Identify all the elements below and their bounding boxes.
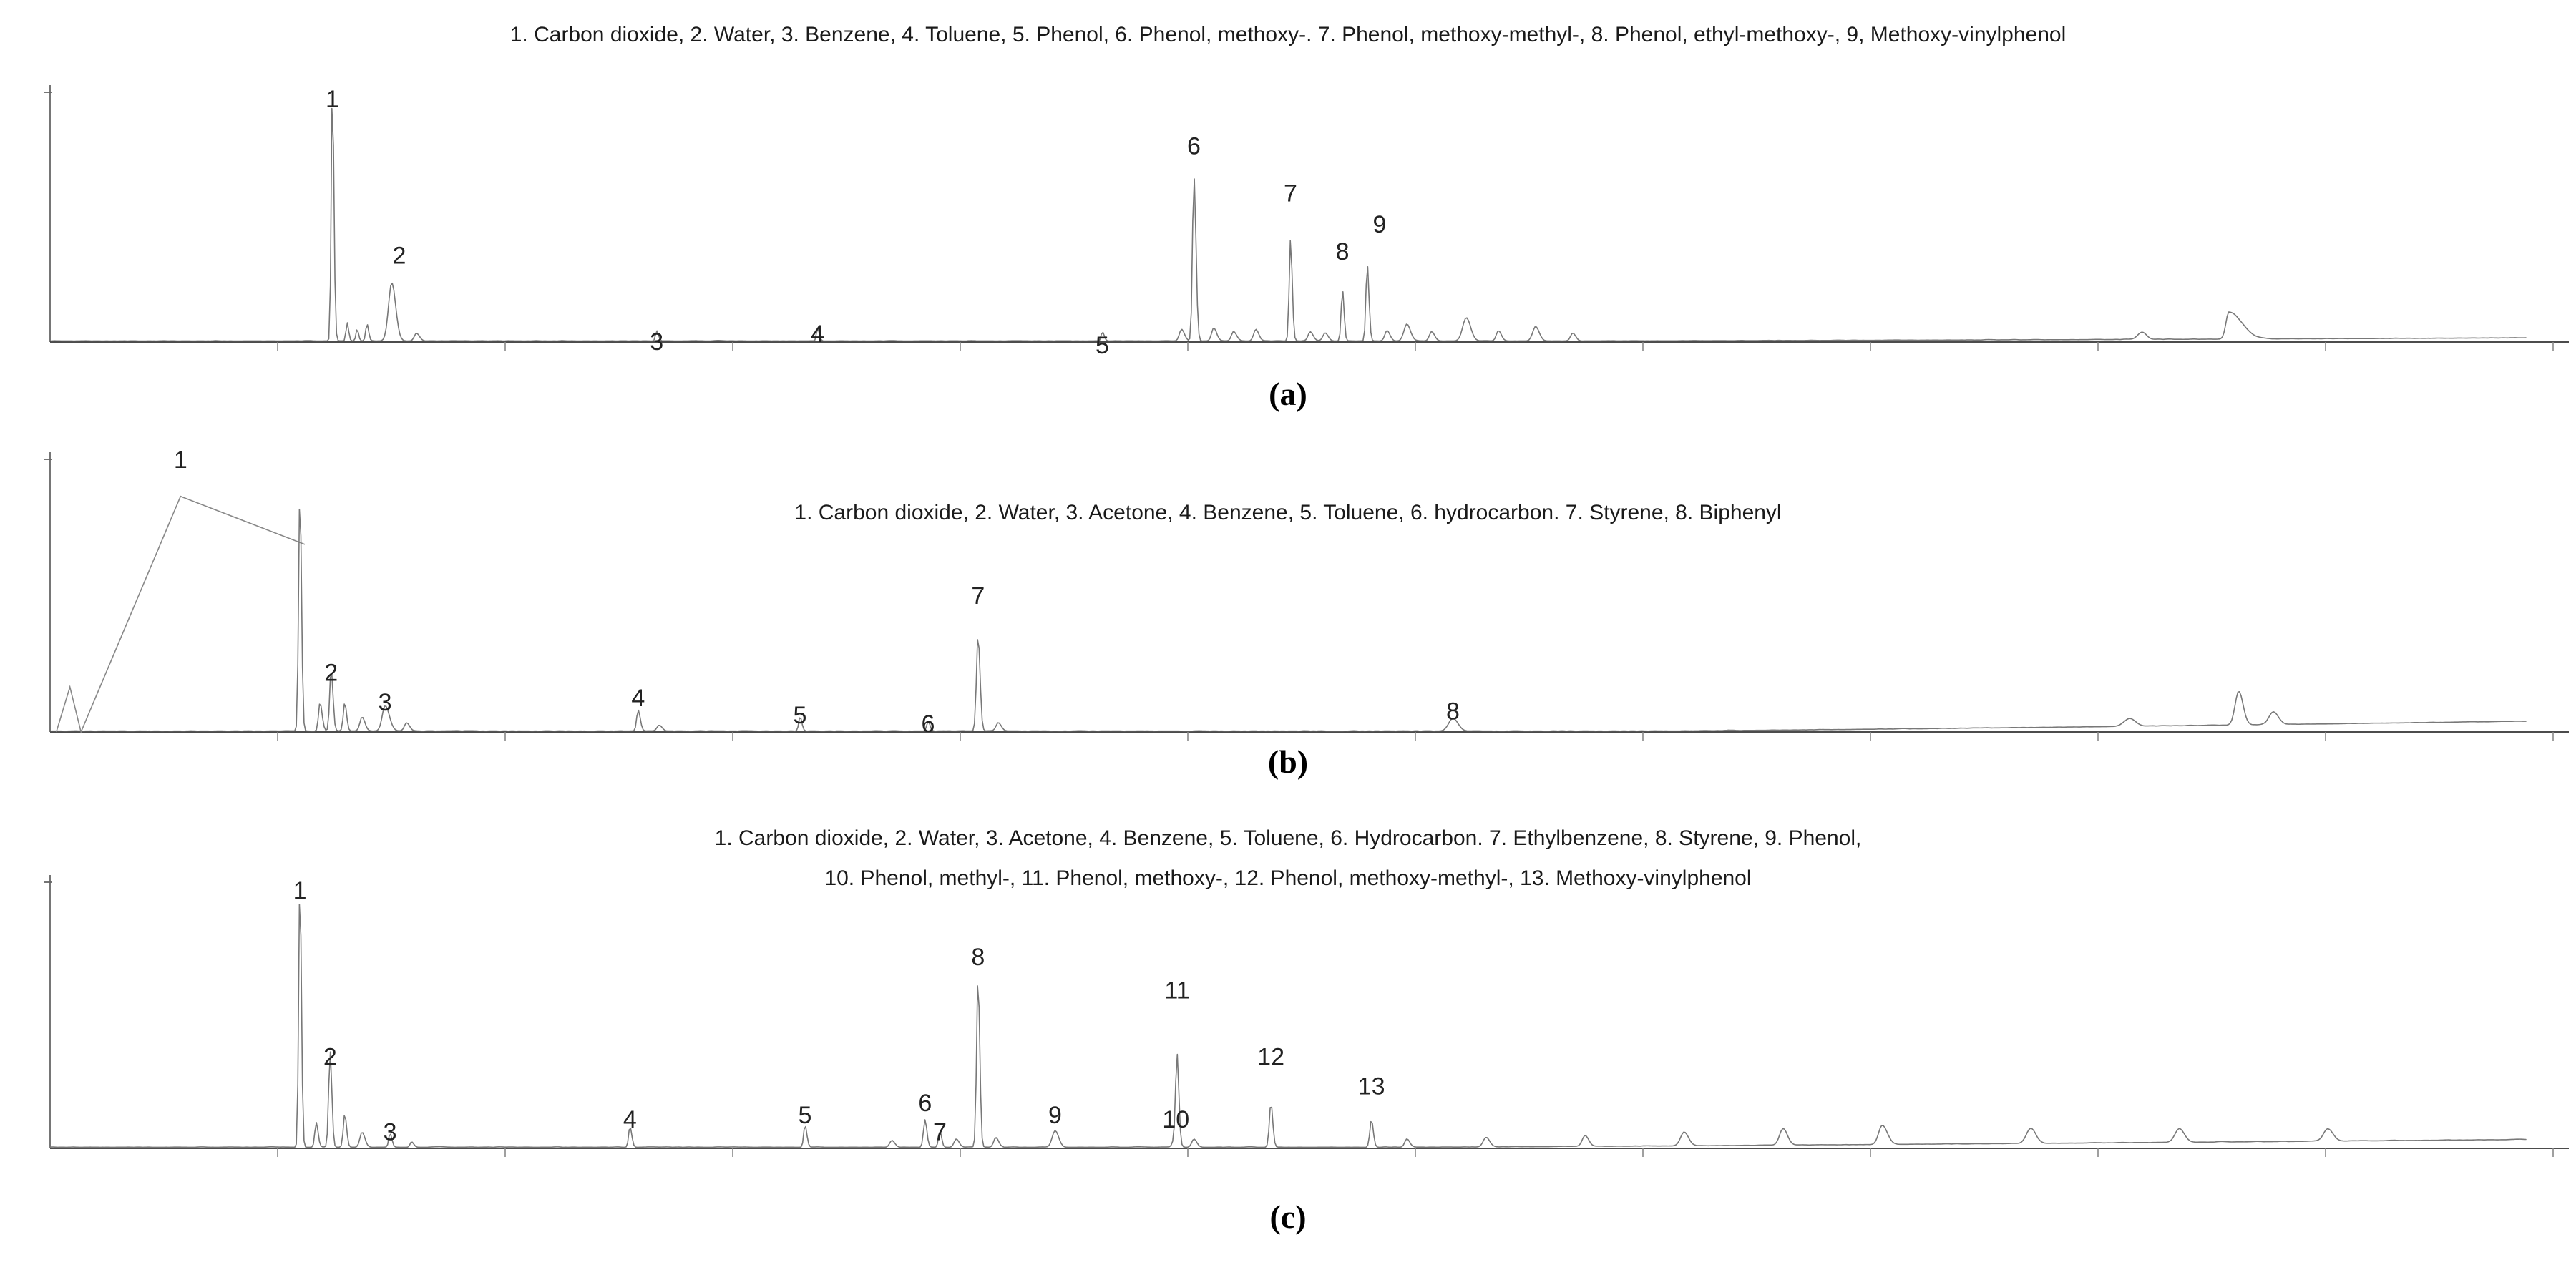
svg-text:2: 2: [324, 660, 338, 687]
svg-text:2: 2: [323, 1044, 337, 1071]
svg-text:8: 8: [971, 944, 985, 971]
svg-text:5: 5: [1096, 332, 1109, 356]
svg-text:6: 6: [921, 710, 935, 738]
svg-text:1: 1: [326, 86, 339, 113]
svg-text:13: 13: [1358, 1073, 1385, 1100]
svg-text:9: 9: [1373, 211, 1387, 238]
svg-text:2: 2: [392, 243, 406, 270]
svg-text:8: 8: [1446, 698, 1460, 725]
svg-text:5: 5: [794, 702, 807, 729]
svg-text:3: 3: [379, 689, 392, 716]
svg-text:6: 6: [918, 1090, 932, 1117]
svg-text:7: 7: [933, 1119, 947, 1146]
svg-text:6: 6: [1187, 133, 1201, 160]
svg-text:3: 3: [384, 1119, 397, 1146]
svg-text:8: 8: [1336, 238, 1350, 265]
svg-text:9: 9: [1048, 1102, 1062, 1129]
svg-text:5: 5: [799, 1102, 812, 1129]
svg-text:7: 7: [971, 582, 985, 610]
svg-text:4: 4: [623, 1106, 637, 1133]
svg-text:4: 4: [631, 685, 645, 712]
svg-text:3: 3: [650, 328, 663, 356]
svg-text:4: 4: [811, 321, 824, 348]
svg-text:1: 1: [174, 451, 187, 474]
svg-text:12: 12: [1257, 1044, 1284, 1071]
svg-text:7: 7: [1284, 180, 1297, 207]
svg-text:10: 10: [1162, 1106, 1189, 1133]
svg-text:11: 11: [1164, 977, 1189, 1005]
